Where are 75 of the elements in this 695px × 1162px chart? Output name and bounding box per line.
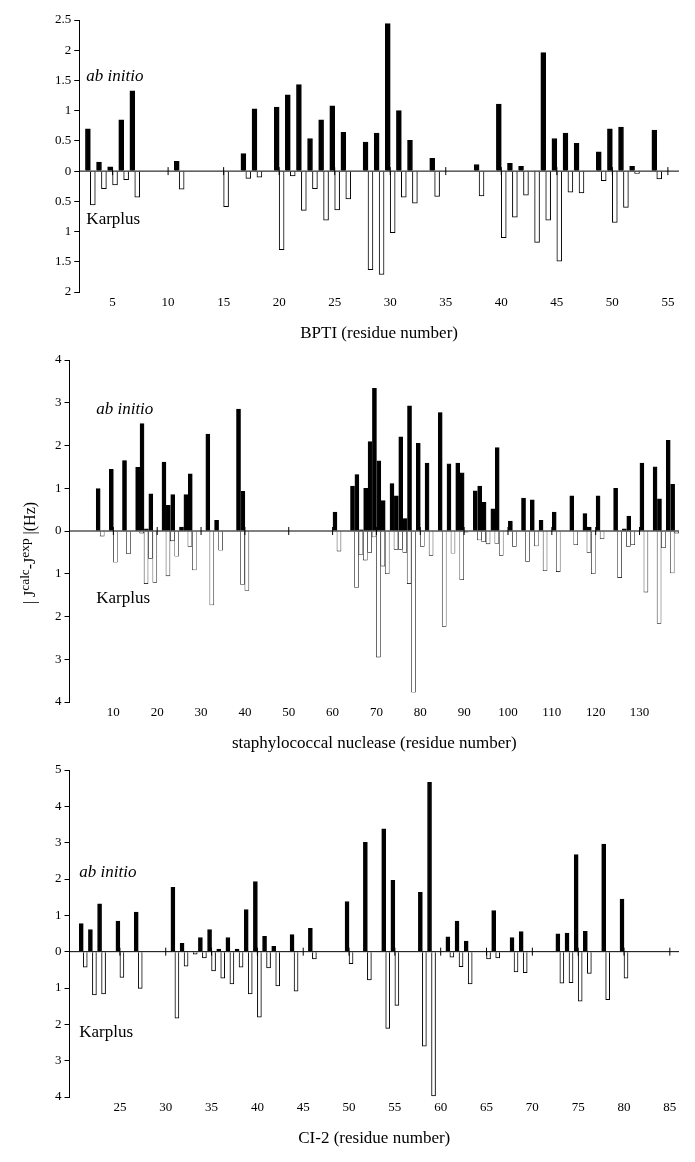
x-tick-label: 10 <box>106 704 120 720</box>
series-label: Karplus <box>96 587 151 607</box>
y-tick-label: 0 <box>64 162 72 178</box>
x-tick-label: 45 <box>550 294 564 310</box>
y-tick-label: 3 <box>55 1052 62 1068</box>
x-tick-label: 130 <box>629 704 650 720</box>
x-tick-label: 60 <box>434 1099 448 1115</box>
y-tick-label: 1 <box>55 479 62 495</box>
x-tick-label: 110 <box>542 704 562 720</box>
y-tick-label: 4 <box>55 693 62 709</box>
y-tick-label: 2 <box>64 283 72 299</box>
y-tick-label: 2 <box>55 436 62 452</box>
x-tick-label: 65 <box>480 1099 494 1115</box>
x-axis-title: staphylococcal nuclease (residue number) <box>231 733 517 753</box>
y-tick-label: 2 <box>55 1015 62 1031</box>
y-tick-label: 2 <box>55 607 62 623</box>
x-tick-label: 60 <box>326 704 340 720</box>
x-tick-label: 75 <box>571 1099 585 1115</box>
x-tick-label: 100 <box>498 704 518 720</box>
x-tick-label: 15 <box>217 294 231 310</box>
y-tick-label: 4 <box>55 797 62 813</box>
y-tick-label: 0 <box>55 943 62 959</box>
x-tick-label: 50 <box>342 1099 356 1115</box>
x-tick-label: 25 <box>113 1099 127 1115</box>
series-label: ab initio <box>79 862 137 882</box>
y-tick-label: 2 <box>55 870 62 886</box>
x-axis-title: BPTI (residue number) <box>300 323 458 343</box>
x-tick-label: 70 <box>525 1099 539 1115</box>
y-tick-label: 5 <box>55 761 62 777</box>
y-tick-label: 0 <box>55 522 62 538</box>
y-tick-label: 2.5 <box>55 11 72 27</box>
x-tick-label: 40 <box>238 704 252 720</box>
y-tick-label: 1.5 <box>55 71 72 87</box>
y-tick-label: 1 <box>55 979 62 995</box>
y-tick-label: 1 <box>64 102 72 118</box>
x-tick-label: 120 <box>585 704 606 720</box>
y-tick-label: 1 <box>64 222 72 238</box>
x-tick-label: 55 <box>388 1099 402 1115</box>
y-tick-label: 3 <box>55 834 62 850</box>
y-tick-label: 4 <box>55 351 62 367</box>
x-axis-title: CI-2 (residue number) <box>298 1128 451 1148</box>
y-tick-label: 1.5 <box>55 253 72 269</box>
x-tick-label: 85 <box>663 1099 677 1115</box>
x-tick-label: 10 <box>161 294 175 310</box>
y-tick-label: 2 <box>64 41 72 57</box>
x-tick-label: 50 <box>605 294 619 310</box>
x-tick-label: 5 <box>109 294 116 310</box>
series-label: Karplus <box>79 1022 134 1042</box>
x-tick-label: 30 <box>159 1099 173 1115</box>
x-tick-label: 70 <box>369 704 383 720</box>
x-tick-label: 20 <box>272 294 286 310</box>
series-label: ab initio <box>96 398 154 418</box>
y-tick-label: 0.5 <box>55 132 72 148</box>
y-tick-label: 3 <box>55 650 62 666</box>
x-tick-label: 80 <box>413 704 427 720</box>
x-tick-label: 35 <box>205 1099 219 1115</box>
y-tick-label: 3 <box>55 394 62 410</box>
x-tick-label: 20 <box>150 704 164 720</box>
x-tick-label: 90 <box>457 704 471 720</box>
x-tick-label: 30 <box>194 704 208 720</box>
series-label: Karplus <box>86 208 141 228</box>
y-tick-label: 4 <box>55 1088 62 1104</box>
y-tick-label: 1 <box>55 906 62 922</box>
y-tick-label: 1 <box>55 565 62 581</box>
series-label: ab initio <box>86 65 144 85</box>
x-tick-label: 50 <box>282 704 296 720</box>
x-tick-label: 25 <box>328 294 342 310</box>
x-tick-label: 55 <box>661 294 675 310</box>
x-tick-label: 35 <box>439 294 453 310</box>
x-tick-label: 40 <box>250 1099 264 1115</box>
x-tick-label: 80 <box>617 1099 631 1115</box>
x-tick-label: 45 <box>296 1099 310 1115</box>
x-tick-label: 40 <box>494 294 508 310</box>
x-tick-label: 30 <box>383 294 397 310</box>
y-tick-label: 0.5 <box>55 192 72 208</box>
